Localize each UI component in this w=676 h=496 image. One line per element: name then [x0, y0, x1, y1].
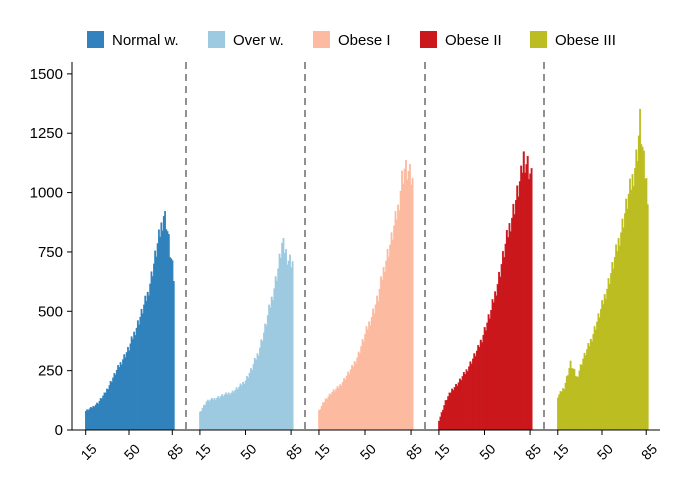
bar	[172, 280, 175, 431]
y-tick-label: 1500	[30, 66, 63, 83]
x-tick-label: 85	[403, 441, 425, 463]
x-tick-label: 50	[476, 441, 498, 463]
x-tick-label: 85	[283, 441, 305, 463]
bar	[646, 204, 649, 431]
legend-swatch	[208, 31, 225, 48]
x-tick-label: 50	[594, 441, 616, 463]
x-tick-label: 50	[121, 441, 143, 463]
legend-swatch	[87, 31, 104, 48]
x-tick-label: 50	[357, 441, 379, 463]
legend-label: Obese II	[445, 32, 502, 49]
legend-label: Obese I	[338, 32, 391, 49]
legend-label: Obese III	[555, 32, 616, 49]
x-tick-label: 15	[311, 441, 333, 463]
x-tick-label: 15	[77, 441, 99, 463]
x-tick-label: 15	[550, 441, 572, 463]
bar	[530, 168, 533, 431]
bar	[291, 261, 294, 431]
y-tick-label: 750	[38, 244, 63, 261]
legend-swatch	[420, 31, 437, 48]
bar	[411, 178, 414, 431]
y-tick-label: 250	[38, 363, 63, 380]
x-tick-label: 15	[192, 441, 214, 463]
panels	[84, 108, 649, 431]
legend-swatch	[530, 31, 547, 48]
legend: Normal w. Over w. Obese I Obese II Obese III	[87, 31, 616, 49]
legend-label: Over w.	[233, 32, 284, 49]
x-tick-label: 85	[638, 441, 660, 463]
legend-swatch	[313, 31, 330, 48]
x-tick-label: 50	[237, 441, 259, 463]
y-tick-label: 1250	[30, 125, 63, 142]
x-tick-label: 85	[164, 441, 186, 463]
y-tick-label: 0	[55, 422, 63, 439]
x-tick-label: 15	[431, 441, 453, 463]
y-tick-label: 500	[38, 303, 63, 320]
y-tick-label: 1000	[30, 185, 63, 202]
x-tick-label: 85	[522, 441, 544, 463]
legend-label: Normal w.	[112, 32, 179, 49]
